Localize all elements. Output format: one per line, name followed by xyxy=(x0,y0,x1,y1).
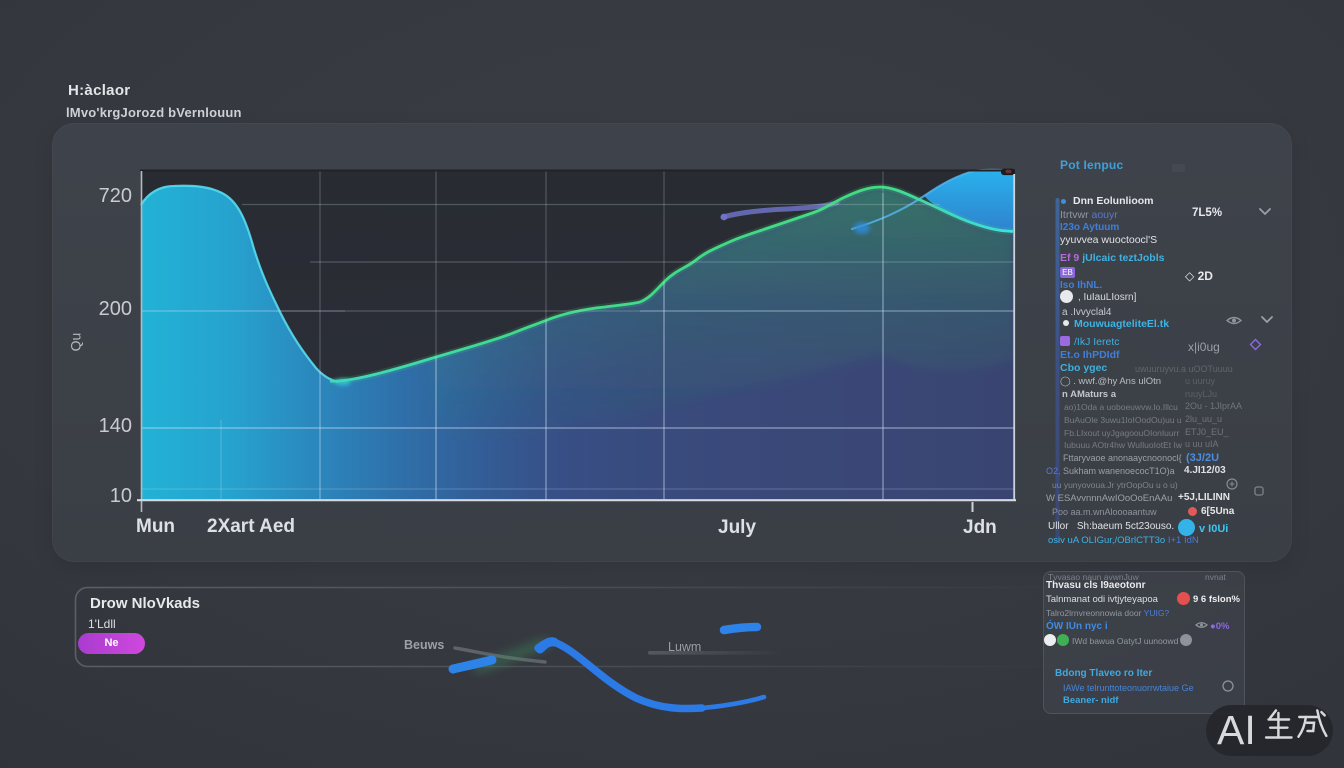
svg-text:AI: AI xyxy=(1217,707,1256,753)
